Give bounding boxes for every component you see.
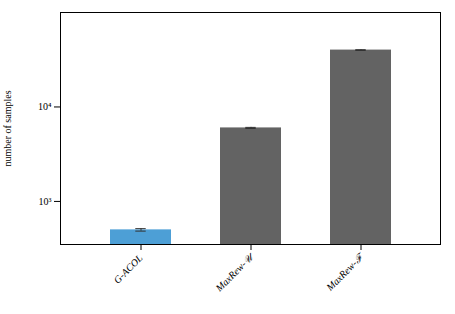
svg-text:10⁴: 10⁴ [38, 101, 52, 112]
svg-text:MaxRew-ℱ: MaxRew-ℱ [323, 250, 366, 293]
svg-text:10³: 10³ [39, 196, 52, 207]
svg-text:number of samples: number of samples [2, 90, 13, 166]
svg-text:MaxRew-𝒰: MaxRew-𝒰 [213, 250, 257, 294]
svg-text:G-ACOL: G-ACOL [111, 252, 145, 286]
